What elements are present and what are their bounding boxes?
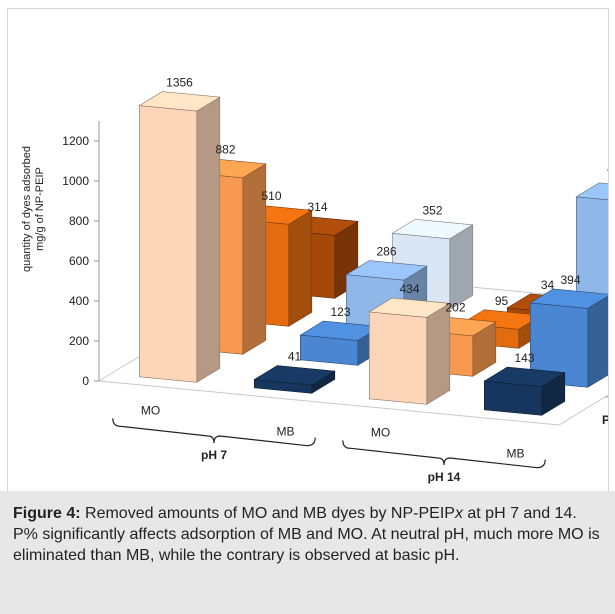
bar-top-face xyxy=(391,218,474,240)
category-label: MO xyxy=(141,404,160,418)
y-tick-label: 1000 xyxy=(62,174,89,188)
bar-mo-ph7-series-1 xyxy=(138,91,221,383)
bar-mb-ph14-series-2 xyxy=(529,288,608,388)
bar-value-label: 352 xyxy=(422,203,442,217)
bar-side-face xyxy=(587,295,608,388)
y-tick-label: 800 xyxy=(69,214,89,228)
y-axis-label: quantity of dyes adsorbedmg/g of NP-PEIP xyxy=(21,146,46,272)
bar-mb-ph14-series-1 xyxy=(483,366,566,416)
ph-group-label: pH 14 xyxy=(428,470,461,484)
ph-group-bracket xyxy=(112,418,316,447)
series-label: P% = 5 xyxy=(602,413,608,427)
ph-group-label: pH 7 xyxy=(201,448,227,462)
y-tick-label: 1200 xyxy=(62,134,89,148)
y-tick-label: 600 xyxy=(69,254,89,268)
bar-value-label: 434 xyxy=(399,282,419,296)
caption-label: Figure 4: xyxy=(13,505,81,522)
bar-value-label: 510 xyxy=(261,189,281,203)
bar-value-label: 143 xyxy=(514,351,534,365)
bar-side-face xyxy=(426,302,451,405)
y-tick-label: 400 xyxy=(69,294,89,308)
category-label: MO xyxy=(371,426,390,440)
bar-value-label: 202 xyxy=(445,300,465,314)
y-axis-label-line1: quantity of dyes adsorbed xyxy=(21,146,33,272)
bar-side-face xyxy=(196,96,221,383)
y-axis-label-line2: mg/g of NP-PEIP xyxy=(34,167,46,251)
bars-layer xyxy=(138,91,608,416)
figure-caption-box: Figure 4: Removed amounts of MO and MB d… xyxy=(0,491,615,614)
y-tick-label: 0 xyxy=(82,374,89,388)
bar-chart-3d: 0 200 400 600 800 1000 1200 quantity of dyes ad… xyxy=(21,76,608,484)
bar-value-label: 882 xyxy=(215,142,235,156)
bar-value-label: 785 xyxy=(606,167,608,181)
caption-text-part2: at pH 7 and 14. P% significantly affects… xyxy=(13,505,600,564)
bar-top-face xyxy=(138,91,221,112)
y-tick-label: 200 xyxy=(69,334,89,348)
bar-value-label: 34 xyxy=(541,278,555,292)
bar-value-label: 95 xyxy=(495,294,509,308)
bar-top-face xyxy=(575,182,608,201)
labels-layer: 0 200 400 600 800 1000 1200 quantity of dyes ad… xyxy=(21,76,608,484)
bar-top-face xyxy=(368,297,451,318)
ph-group-bracket xyxy=(342,440,546,469)
bar-value-label: 41 xyxy=(288,350,302,364)
bar-side-face xyxy=(288,209,313,327)
figure-caption: Figure 4: Removed amounts of MO and MB d… xyxy=(13,503,603,566)
bar-front-face xyxy=(368,311,428,405)
bar-value-label: 123 xyxy=(330,305,350,319)
bar-front-face xyxy=(139,105,198,383)
bar-mb-ph7-series-2 xyxy=(299,320,382,366)
category-label: MB xyxy=(507,447,525,461)
bar-value-label: 1356 xyxy=(166,76,193,90)
bar-value-label: 394 xyxy=(560,273,580,287)
bar-top-face xyxy=(483,366,566,387)
bar-mo-ph14-series-1 xyxy=(368,297,451,405)
bar-side-face xyxy=(449,224,474,310)
bar-value-label: 286 xyxy=(376,245,396,259)
bar-mb-ph7-series-1 xyxy=(253,365,336,394)
chart-frame: 0 200 400 600 800 1000 1200 quantity of dyes ad… xyxy=(7,8,609,494)
bar-front-face xyxy=(483,380,543,416)
caption-text-part1: Removed amounts of MO and MB dyes by NP-… xyxy=(80,505,455,522)
category-label: MB xyxy=(277,425,295,439)
bar-top-face xyxy=(529,288,608,309)
bar-value-label: 314 xyxy=(307,200,327,214)
bar-top-face xyxy=(253,365,336,386)
bar-top-face xyxy=(345,260,428,281)
caption-text-italic: x xyxy=(454,505,463,522)
